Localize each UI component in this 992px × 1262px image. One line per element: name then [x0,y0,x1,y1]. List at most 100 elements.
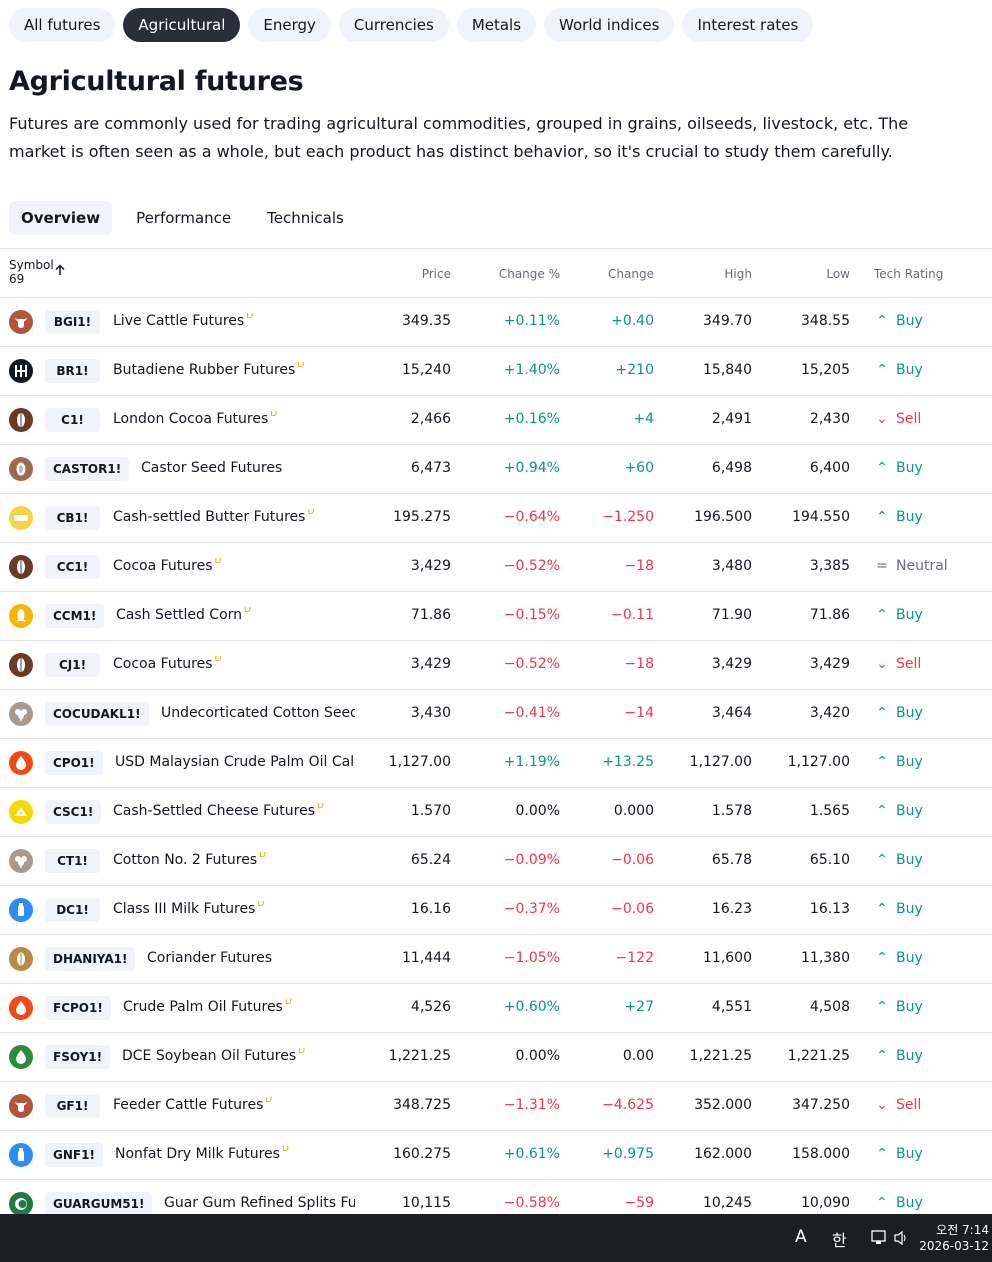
table-row[interactable]: BGI1! Live Cattle Futures D 349.35 +0.11% +0.… [0,298,992,347]
symbol-name[interactable]: Cocoa Futures D [113,656,221,672]
category-tab-energy[interactable]: Energy [248,8,331,42]
change-pct-header[interactable]: Change % [498,267,560,281]
change-cell: −18 [624,558,654,574]
symbol-name[interactable]: Cash-Settled Cheese Futures D [113,803,324,819]
ticker-badge[interactable]: CJ1! [45,653,100,677]
symbol-name[interactable]: USD Malaysian Crude Palm Oil Cale…D [115,754,355,770]
ticker-badge[interactable]: CC1! [45,555,100,579]
high-cell: 16.23 [711,901,752,917]
tech-rating-cell: ⌃ Buy [876,1146,923,1162]
symbol-name[interactable]: Nonfat Dry Milk Futures D [115,1146,289,1162]
symbol-name-text: Live Cattle Futures [113,313,245,329]
symbol-name[interactable]: Cash Settled Corn D [116,607,251,623]
symbol-name-text: Butadiene Rubber Futures [113,362,296,378]
ticker-badge[interactable]: C1! [45,408,100,432]
price-header[interactable]: Price [421,267,451,281]
table-row[interactable]: CJ1! Cocoa Futures D 3,429 −0.52% −18 3,429 3,4… [0,641,992,690]
category-tab-metals[interactable]: Metals [456,8,537,42]
symbol-name-text: Coriander Futures [147,950,273,966]
ticker-badge[interactable]: GF1! [45,1094,100,1118]
symbol-name[interactable]: Coriander Futures [147,950,272,966]
tech-rating-cell: ⌄ Sell [876,656,921,672]
symbol-name-text: Cocoa Futures [113,656,213,672]
ticker-badge[interactable]: GUARGUM51! [45,1192,153,1216]
system-clock[interactable]: 오전 7:14 2026-03-12 [919,1222,989,1254]
category-tab-agricultural[interactable]: Agricultural [123,8,241,42]
delayed-data-marker: D [281,1146,289,1154]
symbol-name[interactable]: Class III Milk Futures D [113,901,264,917]
table-row[interactable]: CB1! Cash-settled Butter Futures D 195.275 −… [0,494,992,543]
table-row[interactable]: CSC1! Cash-Settled Cheese Futures D 1.570 0.… [0,788,992,837]
ticker-badge[interactable]: BR1! [45,359,100,383]
table-row[interactable]: C1! London Cocoa Futures D 2,466 +0.16% +4 2,4… [0,396,992,445]
table-row[interactable]: FCPO1! Crude Palm Oil Futures D 4,526 +0.60%… [0,984,992,1033]
ticker-badge[interactable]: GNF1! [45,1143,103,1167]
table-row[interactable]: DC1! Class III Milk Futures D 16.16 −0.37% −0… [0,886,992,935]
symbol-name[interactable]: DCE Soybean Oil Futures D [122,1048,305,1064]
change-pct-cell: −0.15% [503,607,560,623]
ime-mode-indicator[interactable]: A [795,1227,807,1247]
symbol-name-text: DCE Soybean Oil Futures [122,1048,297,1064]
symbol-name[interactable]: Castor Seed Futures [141,460,282,476]
tech-rating-header[interactable]: Tech Rating [874,267,944,281]
table-row[interactable]: COCUDAKL1! Undecorticated Cotton Seed Oi…… [0,690,992,739]
symbol-name[interactable]: Crude Palm Oil Futures D [123,999,292,1015]
ticker-badge[interactable]: DHANIYA1! [45,947,136,971]
ticker-badge[interactable]: CCM1! [45,604,105,628]
price-cell: 349.35 [402,313,451,329]
sort-ascending-icon[interactable] [54,264,66,276]
tech-rating-cell: = Neutral [876,558,948,574]
tech-rating-cell: ⌃ Buy [876,1048,923,1064]
view-tab-overview[interactable]: Overview [9,201,113,235]
ticker-badge[interactable]: CSC1! [45,800,102,824]
high-header[interactable]: High [724,267,752,281]
ticker-badge[interactable]: CT1! [45,849,100,873]
ticker-badge[interactable]: COCUDAKL1! [45,702,149,726]
cocoa-icon [9,408,33,432]
view-tab-performance[interactable]: Performance [136,209,232,227]
ticker-badge[interactable]: CB1! [45,506,100,530]
table-row[interactable]: CC1! Cocoa Futures D 3,429 −0.52% −18 3,480 3,3… [0,543,992,592]
symbol-name[interactable]: London Cocoa Futures D [113,411,277,427]
table-row[interactable]: GF1! Feeder Cattle Futures D 348.725 −1.31% −… [0,1082,992,1131]
category-tab-world-indices[interactable]: World indices [544,8,675,42]
table-row[interactable]: DHANIYA1! Coriander Futures 11,444 −1.05% −1… [0,935,992,984]
change-header[interactable]: Change [608,267,654,281]
delayed-data-marker: D [214,656,222,664]
symbol-name[interactable]: Undecorticated Cotton Seed Oi… [161,705,355,721]
symbol-name[interactable]: Feeder Cattle Futures D [113,1097,272,1113]
category-tab-currencies[interactable]: Currencies [338,8,449,42]
symbol-name[interactable]: Butadiene Rubber Futures D [113,362,304,378]
category-tab-interest-rates[interactable]: Interest rates [682,8,814,42]
view-tab-technicals[interactable]: Technicals [267,209,344,227]
table-row[interactable]: CASTOR1! Castor Seed Futures 6,473 +0.94% +6… [0,445,992,494]
symbol-name[interactable]: Live Cattle Futures D [113,313,253,329]
ticker-badge[interactable]: FSOY1! [45,1045,111,1069]
ticker-badge[interactable]: DC1! [45,898,100,922]
table-row[interactable]: CT1! Cotton No. 2 Futures D 65.24 −0.09% −0.0… [0,837,992,886]
table-row[interactable]: FSOY1! DCE Soybean Oil Futures D 1,221.25 0.… [0,1033,992,1082]
tech-rating-label: Buy [896,803,923,819]
table-row[interactable]: BR1! Butadiene Rubber Futures D 15,240 +1.40… [0,347,992,396]
delayed-data-marker: D [297,362,305,370]
symbol-name[interactable]: Cash-settled Butter Futures D [113,509,314,525]
low-header[interactable]: Low [826,267,850,281]
high-cell: 4,551 [711,999,752,1015]
category-tab-all-futures[interactable]: All futures [9,8,116,42]
symbol-header[interactable]: Symbol 69 [9,258,54,286]
ticker-badge[interactable]: CPO1! [45,751,103,775]
table-row[interactable]: GNF1! Nonfat Dry Milk Futures D 160.275 +0.6… [0,1131,992,1180]
high-cell: 3,480 [711,558,752,574]
symbol-name[interactable]: Cotton No. 2 Futures D [113,852,266,868]
ime-language-indicator[interactable]: 한 [832,1231,847,1250]
ticker-badge[interactable]: BGI1! [45,310,100,334]
table-row[interactable]: CPO1! USD Malaysian Crude Palm Oil Cale…D… [0,739,992,788]
symbol-name-text: Nonfat Dry Milk Futures [115,1146,280,1162]
ticker-badge[interactable]: FCPO1! [45,996,111,1020]
ticker-badge[interactable]: CASTOR1! [45,457,130,481]
table-row[interactable]: CCM1! Cash Settled Corn D 71.86 −0.15% −0.11 7… [0,592,992,641]
symbol-name[interactable]: Cocoa Futures D [113,558,221,574]
symbol-name[interactable]: Guar Gum Refined Splits Futures [164,1195,355,1211]
network-volume-icon[interactable] [871,1229,911,1247]
high-cell: 71.90 [711,607,752,623]
